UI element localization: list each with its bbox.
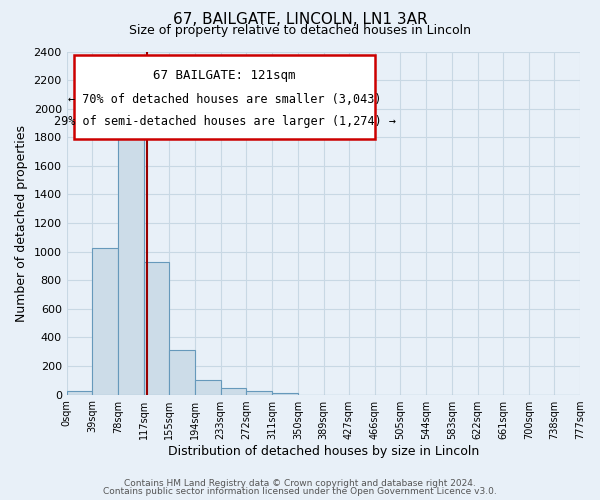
Text: 67, BAILGATE, LINCOLN, LN1 3AR: 67, BAILGATE, LINCOLN, LN1 3AR bbox=[173, 12, 427, 28]
Bar bbox=[118, 123, 144, 394]
Text: Contains public sector information licensed under the Open Government Licence v3: Contains public sector information licen… bbox=[103, 487, 497, 496]
X-axis label: Distribution of detached houses by size in Lincoln: Distribution of detached houses by size … bbox=[168, 444, 479, 458]
Bar bbox=[169, 350, 195, 395]
Bar bbox=[221, 388, 247, 394]
FancyBboxPatch shape bbox=[74, 55, 374, 139]
Bar bbox=[272, 393, 298, 394]
Y-axis label: Number of detached properties: Number of detached properties bbox=[15, 124, 28, 322]
Bar bbox=[247, 392, 272, 394]
Bar bbox=[92, 248, 118, 394]
Text: Contains HM Land Registry data © Crown copyright and database right 2024.: Contains HM Land Registry data © Crown c… bbox=[124, 478, 476, 488]
Text: Size of property relative to detached houses in Lincoln: Size of property relative to detached ho… bbox=[129, 24, 471, 37]
Text: ← 70% of detached houses are smaller (3,043): ← 70% of detached houses are smaller (3,… bbox=[68, 92, 381, 106]
Bar bbox=[144, 262, 169, 394]
Text: 67 BAILGATE: 121sqm: 67 BAILGATE: 121sqm bbox=[153, 68, 296, 82]
Bar bbox=[195, 380, 221, 394]
Bar bbox=[67, 391, 92, 394]
Text: 29% of semi-detached houses are larger (1,274) →: 29% of semi-detached houses are larger (… bbox=[53, 115, 395, 128]
